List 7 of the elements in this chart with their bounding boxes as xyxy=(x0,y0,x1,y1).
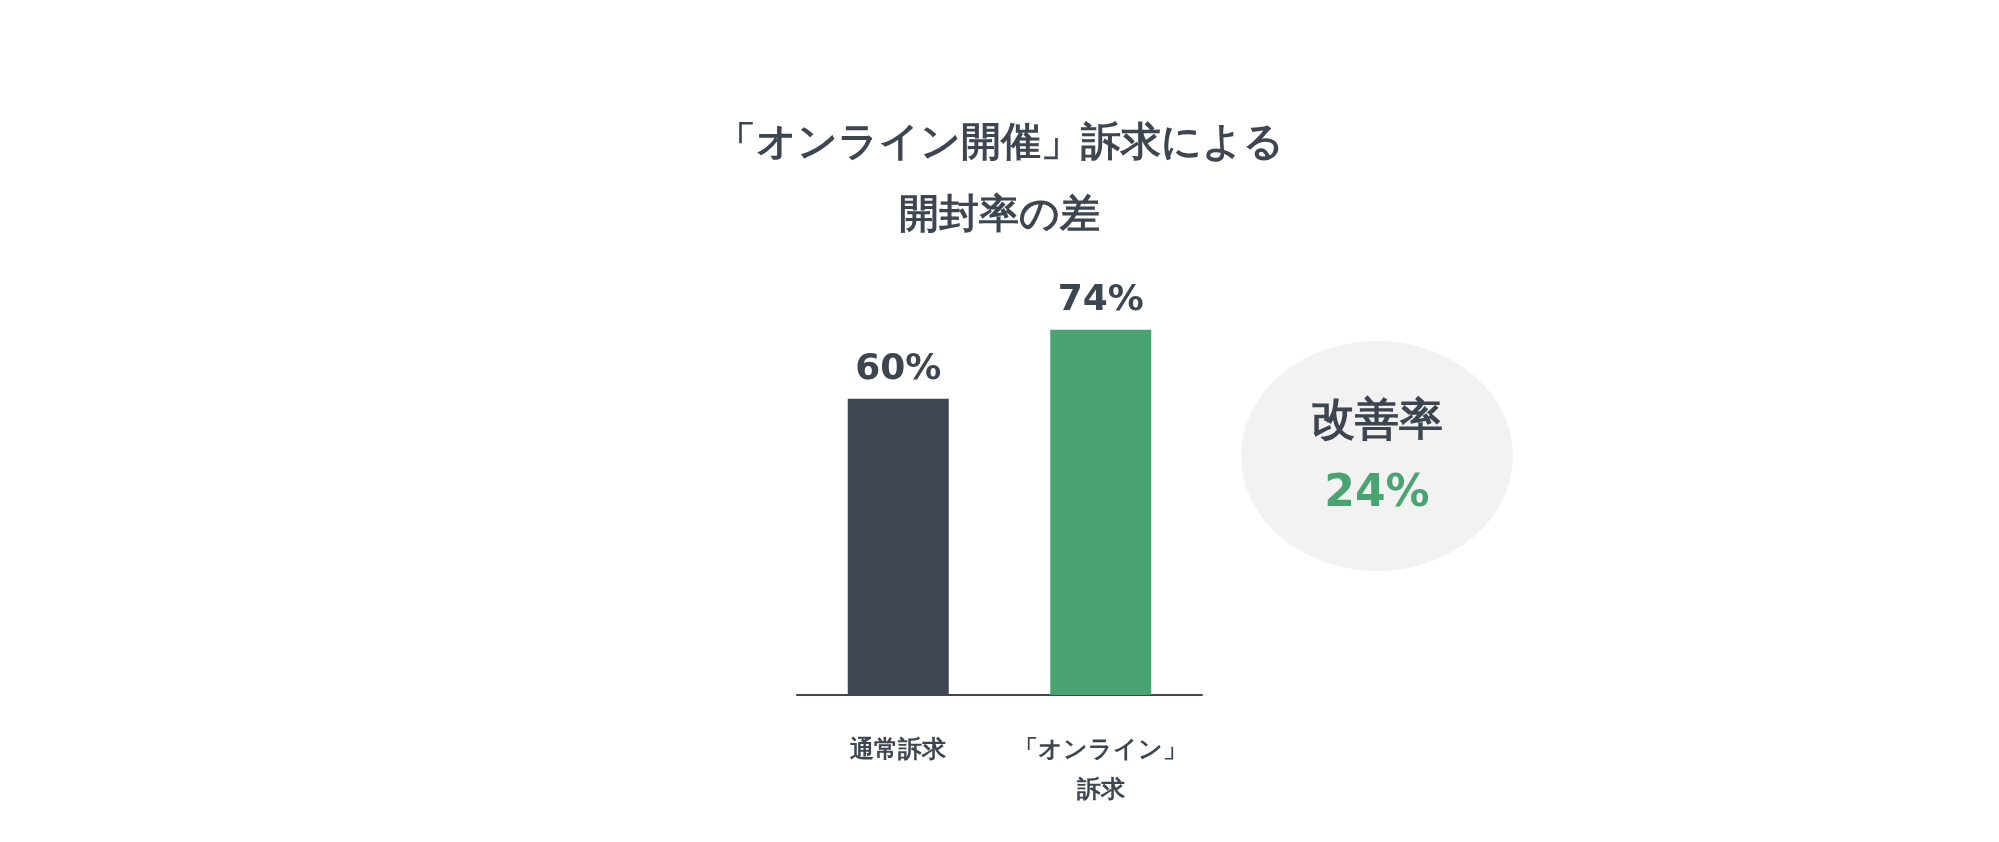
chart-title: 「オンライン開催」訴求による開封率の差 xyxy=(715,118,1284,236)
x-tick-label: 通常訴求 xyxy=(849,735,948,763)
text: 改善率 xyxy=(1310,392,1444,446)
data-label: 60% xyxy=(855,346,942,388)
x-tick-label: 「オンライン」訴求 xyxy=(1014,735,1188,803)
text: 24% xyxy=(1323,465,1431,516)
data-label: 74% xyxy=(1057,277,1144,319)
